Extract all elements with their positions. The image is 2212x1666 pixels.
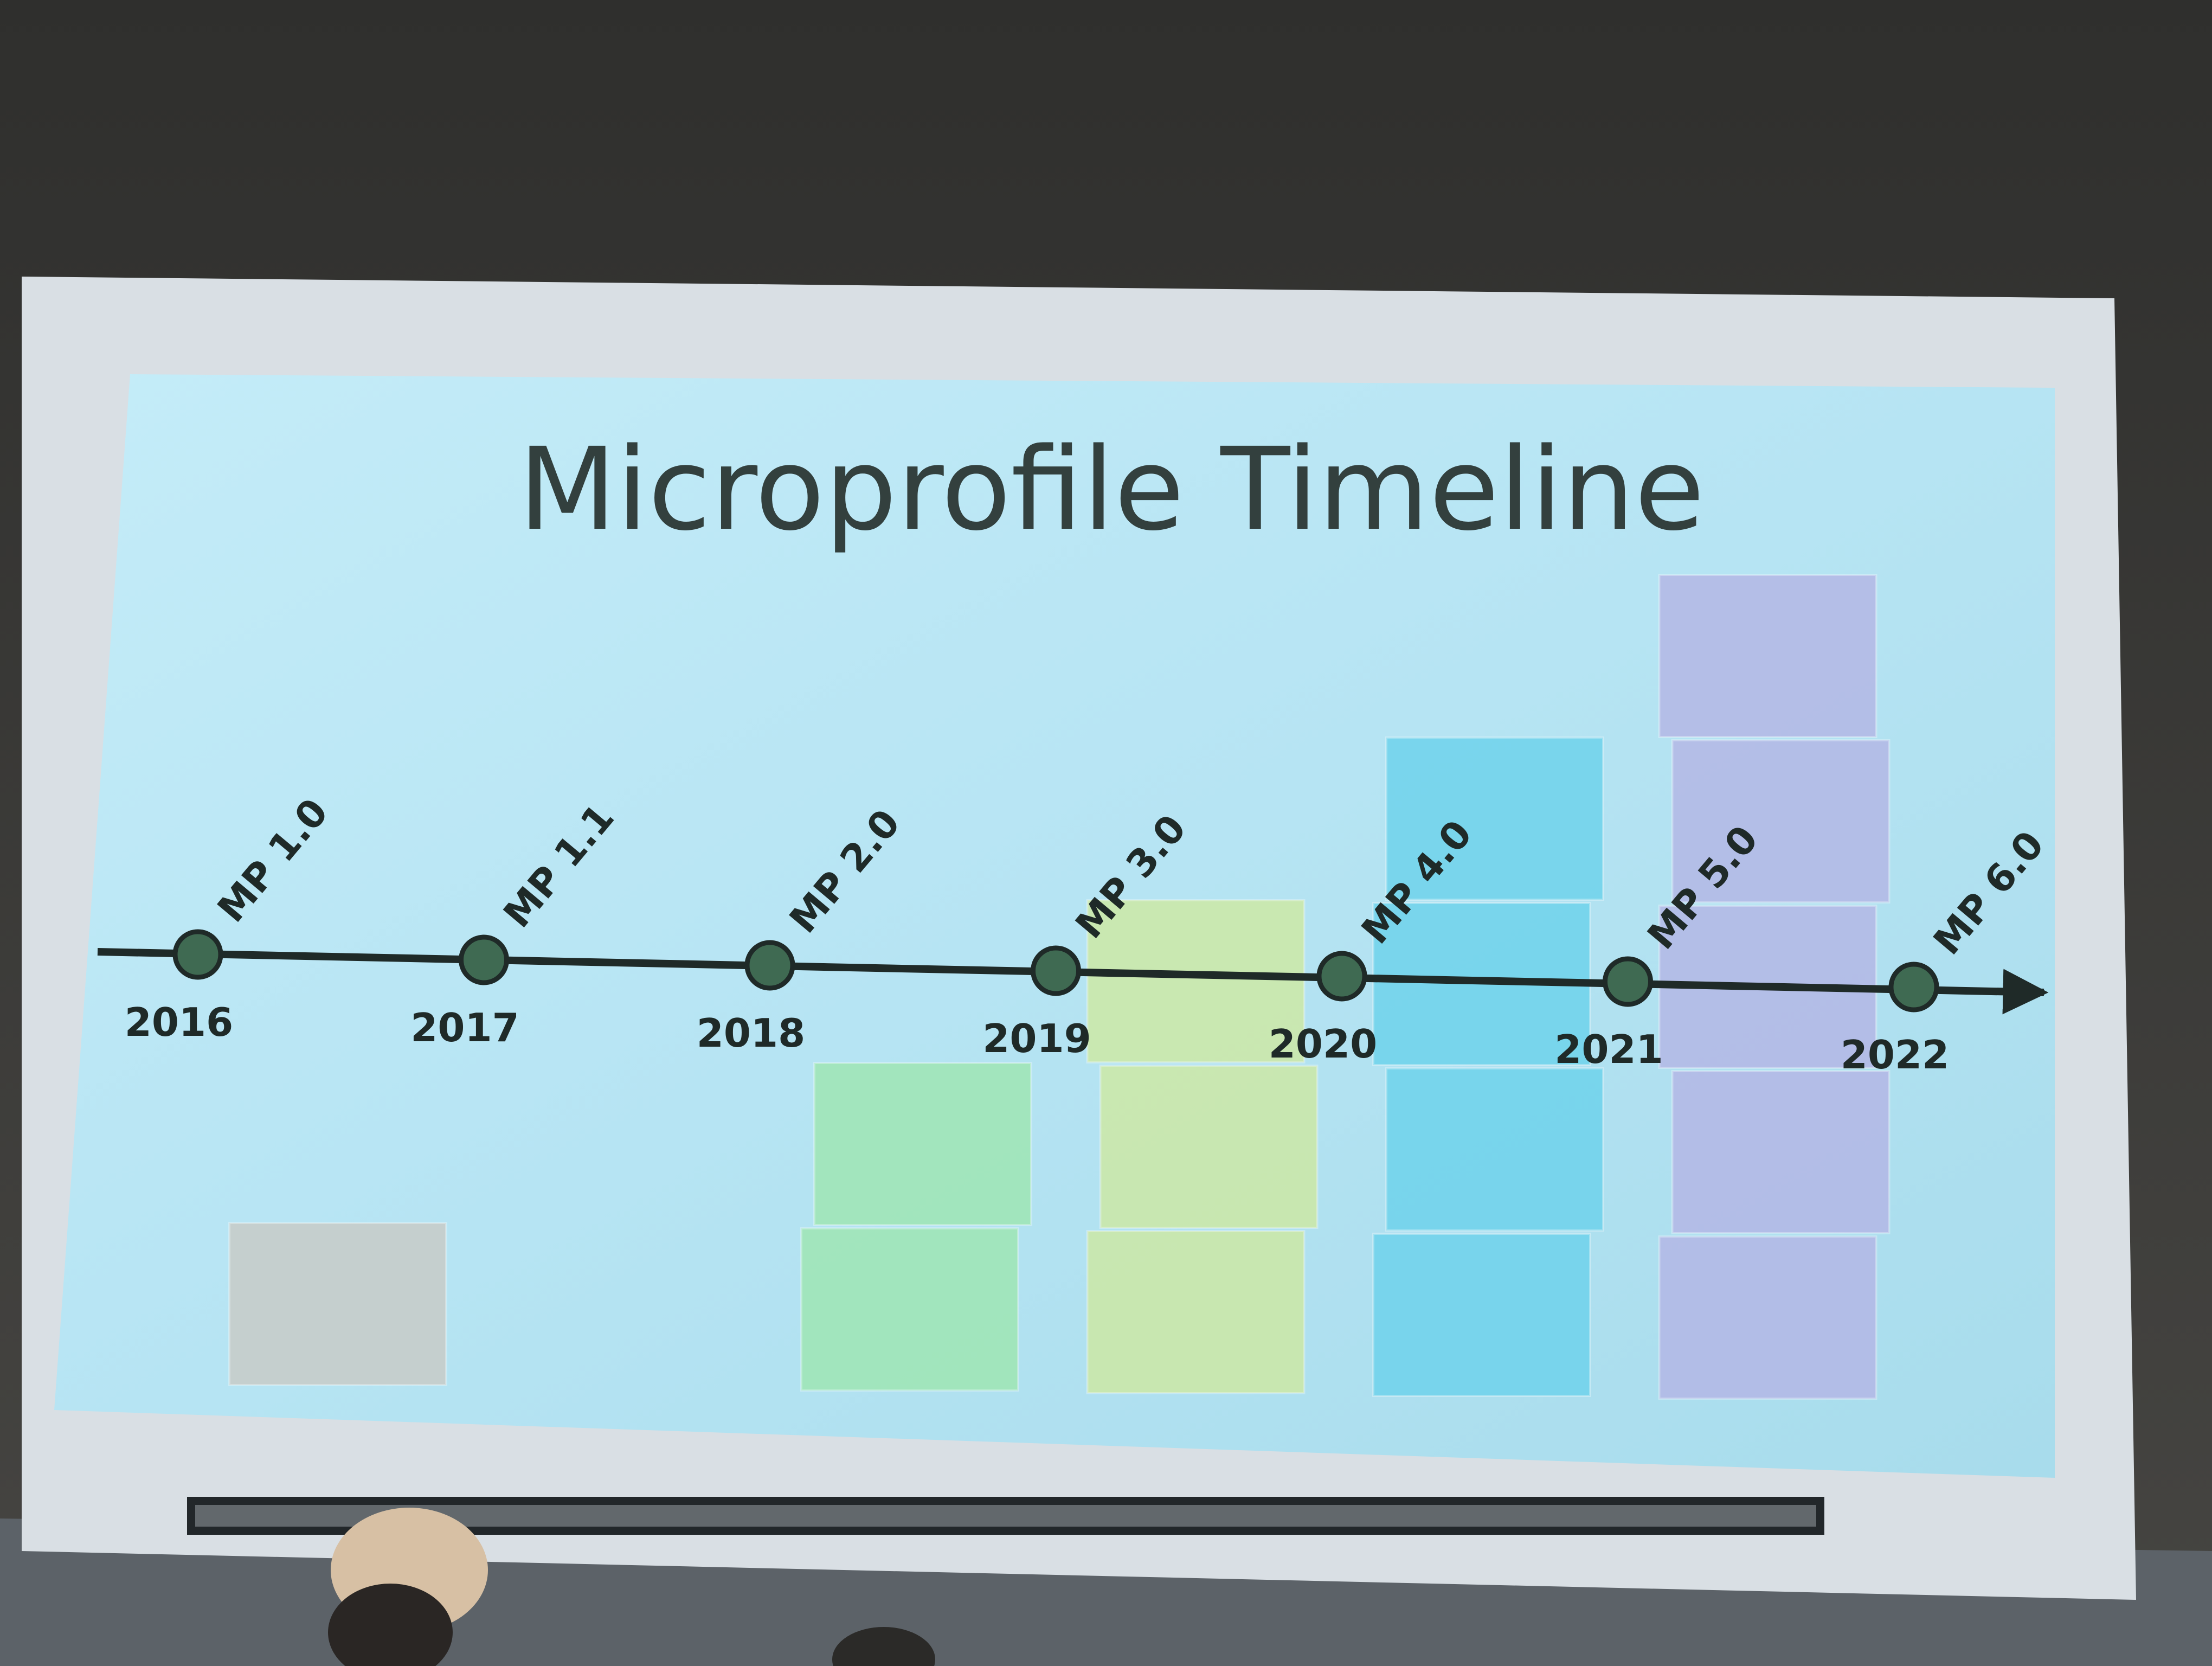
- milestone-node: [459, 934, 509, 985]
- stack-block: [1086, 1230, 1306, 1394]
- audience-member-head: [832, 1627, 935, 1666]
- milestone-year-label: 2018: [697, 1010, 805, 1056]
- stack-block: [1385, 736, 1604, 901]
- milestone-node: [1316, 951, 1367, 1002]
- stack-block: [813, 1062, 1032, 1226]
- stack-block: [1086, 899, 1306, 1063]
- milestone-year-label: 2022: [1841, 1032, 1949, 1078]
- stack-block: [1099, 1065, 1319, 1229]
- milestone-node: [1603, 956, 1653, 1007]
- stack-block: [1658, 1235, 1877, 1400]
- milestone-year-label: 2020: [1269, 1021, 1377, 1067]
- block-stacks: [228, 574, 1891, 1400]
- stack-block: [1671, 739, 1891, 904]
- milestone-year-label: 2016: [125, 999, 233, 1045]
- stack-block: [228, 1222, 447, 1386]
- stack-block: [1658, 574, 1877, 738]
- milestone-node: [1031, 945, 1081, 996]
- milestone-node: [744, 940, 795, 991]
- milestone-node: [172, 929, 223, 980]
- stack-block: [800, 1227, 1019, 1392]
- milestone-year-label: 2017: [410, 1005, 519, 1050]
- audience-member-cap: [328, 1508, 488, 1666]
- slide-title: Microprofile Timeline: [518, 423, 1705, 556]
- stack-block: [1372, 1233, 1591, 1397]
- stack-block: [1385, 1067, 1604, 1232]
- milestone-year-label: 2019: [982, 1016, 1091, 1061]
- milestone-year-label: 2021: [1554, 1027, 1663, 1072]
- stack-block: [1671, 1070, 1891, 1234]
- milestone-node: [1888, 962, 1939, 1013]
